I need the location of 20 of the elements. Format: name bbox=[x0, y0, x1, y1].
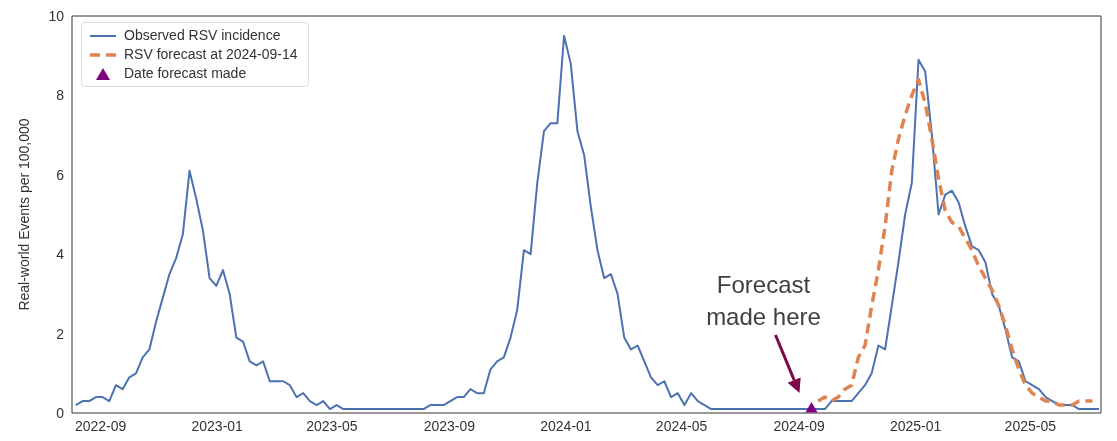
x-tick-label: 2025-01 bbox=[889, 417, 942, 434]
y-tick-label: 4 bbox=[56, 246, 65, 263]
x-tick-label: 2023-09 bbox=[423, 417, 476, 434]
legend-label: RSV forecast at 2024-09-14 bbox=[124, 45, 298, 64]
x-tick-label: 2023-01 bbox=[191, 417, 244, 434]
y-tick-label: 2 bbox=[56, 325, 65, 342]
y-tick-label: 6 bbox=[56, 166, 65, 183]
y-tick-label: 0 bbox=[56, 404, 65, 421]
annotation: Forecast made here bbox=[706, 271, 821, 331]
x-tick-label: 2024-09 bbox=[773, 417, 825, 434]
x-tick-label: 2022-09 bbox=[74, 417, 127, 434]
x-tick-label: 2023-05 bbox=[306, 417, 358, 434]
y-tick-label: 8 bbox=[56, 87, 65, 104]
x-tick-label: 2025-05 bbox=[1004, 417, 1057, 434]
x-tick-label: 2024-01 bbox=[540, 417, 592, 434]
legend-label: Date forecast made bbox=[124, 64, 247, 83]
y-axis-title: Real-world Events per 100,000 bbox=[15, 118, 32, 311]
x-tick-label: 2024-05 bbox=[655, 417, 708, 434]
y-tick-label: 10 bbox=[48, 7, 65, 24]
legend-label: Observed RSV incidence bbox=[124, 26, 281, 45]
